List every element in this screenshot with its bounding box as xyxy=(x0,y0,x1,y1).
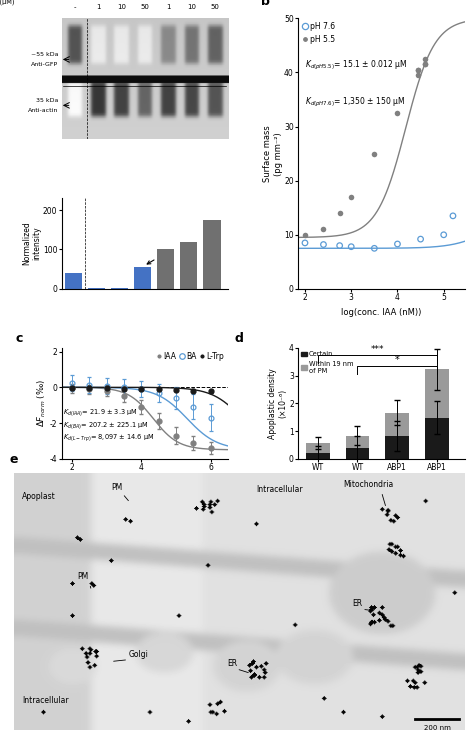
Text: Intracellular: Intracellular xyxy=(256,484,302,494)
Text: ER: ER xyxy=(227,659,237,668)
Bar xyxy=(385,436,409,459)
Bar xyxy=(180,241,198,289)
Point xyxy=(336,207,344,219)
Point xyxy=(319,239,327,250)
Point xyxy=(414,64,422,76)
Text: $K_{d(L-Trp)}$= 8,097 ± 14.6 μM: $K_{d(L-Trp)}$= 8,097 ± 14.6 μM xyxy=(64,432,155,443)
Text: PM: PM xyxy=(111,483,122,492)
Legend: IAA, BA, L-Trp: IAA, BA, L-Trp xyxy=(157,352,224,361)
Text: ***: *** xyxy=(371,346,384,355)
Point xyxy=(421,53,429,65)
Text: ER: ER xyxy=(353,600,363,608)
Text: c: c xyxy=(15,333,22,346)
Bar xyxy=(306,453,330,459)
Bar xyxy=(306,443,330,453)
Point xyxy=(336,240,344,252)
Text: Apoplast: Apoplast xyxy=(22,492,56,501)
Y-axis label: Surface mass
(pg mm⁻²): Surface mass (pg mm⁻²) xyxy=(264,126,283,182)
Text: $K_{d(pH5.5)}$= 15.1 ± 0.012 μM: $K_{d(pH5.5)}$= 15.1 ± 0.012 μM xyxy=(305,59,408,71)
Point xyxy=(394,238,401,250)
X-axis label: log(conc. ligand (nM)): log(conc. ligand (nM)) xyxy=(99,473,191,482)
Text: 35 kDa: 35 kDa xyxy=(36,98,58,103)
Bar xyxy=(134,267,151,289)
Legend: pH 7.6, pH 5.5: pH 7.6, pH 5.5 xyxy=(302,22,336,44)
Legend: Certain, Within 19 nm
of PM: Certain, Within 19 nm of PM xyxy=(301,352,353,374)
Y-axis label: Apoplastic density
(×10⁻⁶): Apoplastic density (×10⁻⁶) xyxy=(268,368,288,439)
Text: Anti-actin: Anti-actin xyxy=(28,108,58,113)
X-axis label: log(conc. IAA (nM)): log(conc. IAA (nM)) xyxy=(341,308,421,316)
Text: b: b xyxy=(261,0,270,8)
Text: 50: 50 xyxy=(210,4,219,10)
Point xyxy=(347,191,355,203)
Point xyxy=(347,241,355,252)
Bar xyxy=(111,288,128,289)
Text: 200 nm: 200 nm xyxy=(424,724,450,731)
Text: Anti-GFP: Anti-GFP xyxy=(31,62,58,67)
Y-axis label: Normalized
intensity: Normalized intensity xyxy=(22,222,42,266)
Point xyxy=(414,64,422,76)
Text: e: e xyxy=(9,453,18,466)
Text: Mitochondria: Mitochondria xyxy=(343,480,393,489)
Bar xyxy=(203,220,220,289)
Text: -: - xyxy=(73,4,76,10)
Bar xyxy=(157,250,174,289)
Bar xyxy=(385,413,409,436)
Text: 1: 1 xyxy=(96,4,100,10)
Text: $K_{d(IAA)}$= 21.9 ± 3.3 μM: $K_{d(IAA)}$= 21.9 ± 3.3 μM xyxy=(64,407,138,418)
Point xyxy=(394,107,401,119)
Point xyxy=(319,224,327,236)
Point xyxy=(371,148,378,159)
Point xyxy=(449,210,457,222)
Bar xyxy=(88,288,105,289)
Text: ~55 kDa: ~55 kDa xyxy=(31,52,58,57)
Bar xyxy=(425,369,449,418)
Text: 10: 10 xyxy=(187,4,196,10)
Text: $K_{d(BA)}$= 207.2 ± 225.1 μM: $K_{d(BA)}$= 207.2 ± 225.1 μM xyxy=(64,420,149,431)
Bar xyxy=(346,448,369,459)
Text: d: d xyxy=(235,333,244,346)
Point xyxy=(440,229,447,241)
Point xyxy=(371,242,378,254)
Text: 10: 10 xyxy=(117,4,126,10)
Point xyxy=(421,59,429,70)
Point xyxy=(414,69,422,81)
Bar xyxy=(64,273,82,289)
Text: 50: 50 xyxy=(140,4,149,10)
Bar xyxy=(346,436,369,448)
Point xyxy=(301,229,309,241)
Y-axis label: Δ$F_{norm}$ (‰): Δ$F_{norm}$ (‰) xyxy=(36,379,48,427)
Text: ■ BA or
■ IAA (μM): ■ BA or ■ IAA (μM) xyxy=(0,0,15,5)
Point xyxy=(301,237,309,249)
Point xyxy=(417,233,424,245)
Point xyxy=(421,59,429,70)
Bar xyxy=(425,418,449,459)
Text: 1: 1 xyxy=(166,4,171,10)
Text: *: * xyxy=(395,355,400,366)
Text: Intracellular: Intracellular xyxy=(22,696,69,705)
Text: PM: PM xyxy=(77,572,88,581)
Text: Golgi: Golgi xyxy=(128,650,148,659)
Text: $K_{d(pH7.6)}$= 1,350 ± 150 μM: $K_{d(pH7.6)}$= 1,350 ± 150 μM xyxy=(305,96,405,109)
